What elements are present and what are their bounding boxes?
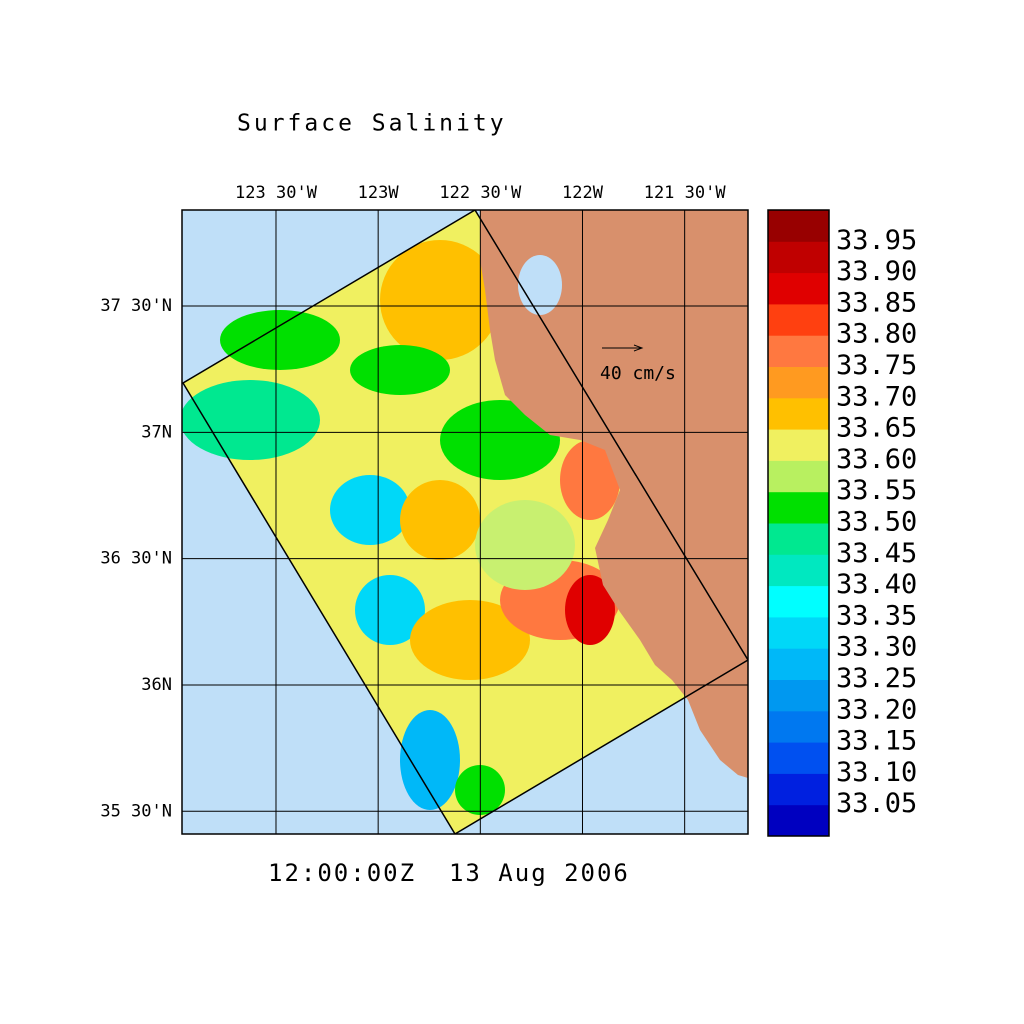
colorbar-label: 33.35 bbox=[836, 600, 917, 631]
colorbar-box bbox=[768, 241, 829, 274]
x-tick-label: 122 30'W bbox=[439, 183, 522, 203]
y-tick-label: 37N bbox=[141, 422, 172, 442]
y-tick-label: 36N bbox=[141, 675, 172, 695]
colorbar-label: 33.45 bbox=[836, 538, 917, 569]
colorbar-label: 33.05 bbox=[836, 788, 917, 819]
colorbar-label: 33.90 bbox=[836, 256, 917, 287]
colorbar-label: 33.80 bbox=[836, 319, 917, 350]
colorbar-label: 33.25 bbox=[836, 663, 917, 694]
colorbar-box bbox=[768, 742, 829, 774]
colorbar-box bbox=[768, 585, 829, 618]
colorbar-box bbox=[768, 616, 829, 649]
colorbar-frame bbox=[767, 209, 830, 837]
timestamp: 12:00:00Z 13 Aug 2006 bbox=[268, 859, 630, 887]
colorbar-box bbox=[768, 429, 829, 461]
y-tick-label: 35 30'N bbox=[100, 801, 172, 821]
colorbar-label: 33.15 bbox=[836, 726, 917, 757]
colorbar-box bbox=[768, 272, 829, 305]
colorbar-label: 33.95 bbox=[836, 225, 917, 256]
reference-vector-label: 40 cm/s bbox=[600, 363, 676, 384]
colorbar-box bbox=[768, 303, 829, 336]
colorbar-box bbox=[768, 773, 829, 806]
title: Surface Salinity bbox=[237, 111, 507, 137]
colorbar-box bbox=[768, 710, 829, 743]
colorbar-box bbox=[768, 523, 829, 555]
colorbar-box bbox=[768, 366, 829, 399]
x-tick-label: 121 30'W bbox=[644, 183, 727, 203]
colorbar-box bbox=[768, 460, 829, 493]
colorbar-label: 33.50 bbox=[836, 507, 917, 538]
colorbar-label: 33.75 bbox=[836, 350, 917, 381]
colorbar-box bbox=[768, 554, 829, 587]
y-tick-label: 37 30'N bbox=[100, 296, 172, 316]
colorbar-box bbox=[768, 210, 829, 242]
colorbar-label: 33.60 bbox=[836, 444, 917, 475]
colorbar-box bbox=[768, 397, 829, 430]
colorbar-box bbox=[768, 491, 829, 524]
colorbar-box bbox=[768, 335, 829, 367]
map-frame bbox=[181, 209, 749, 835]
x-tick-label: 122W bbox=[562, 183, 604, 203]
x-tick-label: 123 30'W bbox=[235, 183, 318, 203]
y-tick-label: 36 30'N bbox=[100, 549, 172, 569]
colorbar-label: 33.65 bbox=[836, 413, 917, 444]
colorbar-box bbox=[768, 679, 829, 712]
colorbar-label: 33.10 bbox=[836, 757, 917, 788]
reference-arrow-head bbox=[633, 344, 644, 352]
colorbar-label: 33.30 bbox=[836, 632, 917, 663]
map-field bbox=[182, 210, 748, 834]
colorbar-label: 33.20 bbox=[836, 694, 917, 725]
colorbar-label: 33.70 bbox=[836, 381, 917, 412]
grid: 123 30'W 123W 122 30'W 122W 121 30'W 37 30'N 3… bbox=[100, 183, 748, 834]
colorbar-label: 33.85 bbox=[836, 287, 917, 318]
colorbar-label: 33.55 bbox=[836, 475, 917, 506]
x-tick-label: 123W bbox=[358, 183, 400, 203]
colorbar: 33.0533.1033.1533.2033.2533.3033.3533.40… bbox=[767, 209, 917, 837]
colorbar-label: 33.40 bbox=[836, 569, 917, 600]
colorbar-box bbox=[768, 804, 829, 837]
colorbar-box bbox=[768, 648, 829, 680]
